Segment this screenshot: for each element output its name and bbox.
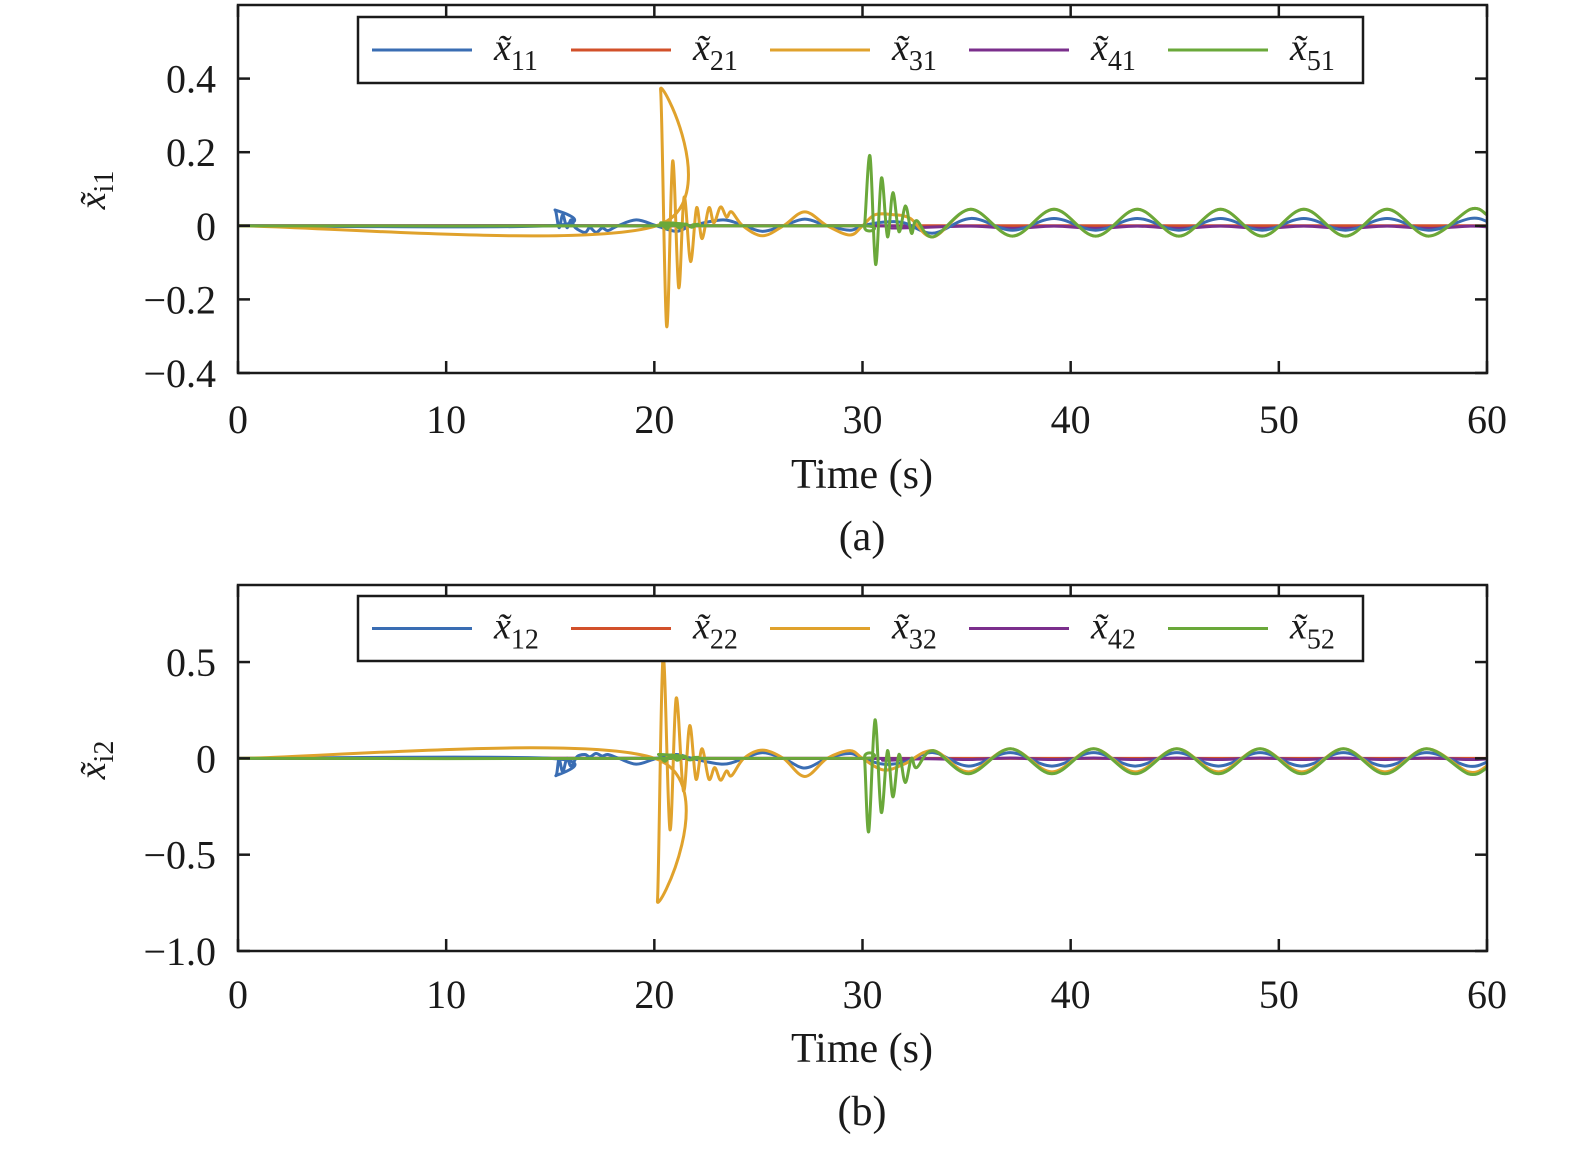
legend-label-subscript: 41 xyxy=(1108,46,1136,77)
legend-label-symbol: x̃ xyxy=(692,27,712,69)
x-tick-label: 40 xyxy=(1051,972,1091,1017)
legend-label-symbol: x̃ xyxy=(891,27,911,69)
legend-label-symbol: x̃ xyxy=(1090,27,1110,69)
y-tick-label: 0.5 xyxy=(166,640,216,685)
x-tick-label: 10 xyxy=(426,972,466,1017)
legend-entry-x51: x̃51 xyxy=(1168,27,1335,77)
y-axis-label: x̃i2 xyxy=(72,741,120,781)
legend-label: x̃41 xyxy=(1090,27,1136,77)
legend-label-subscript: 52 xyxy=(1307,625,1335,656)
legend-entry-x12: x̃12 xyxy=(372,606,539,656)
legend-entry-x42: x̃42 xyxy=(969,606,1136,656)
legend-label: x̃32 xyxy=(891,606,937,656)
x-tick-label: 30 xyxy=(843,397,883,442)
legend: x̃12 x̃22 x̃32 x̃42 x̃52 xyxy=(356,594,1365,663)
x-tick-label: 20 xyxy=(634,397,674,442)
legend-label-symbol: x̃ xyxy=(1289,606,1309,648)
legend-label-subscript: 21 xyxy=(710,46,738,77)
x-tick-label: 0 xyxy=(228,972,248,1017)
y-tick-label: −1.0 xyxy=(143,929,216,974)
legend-label-subscript: 31 xyxy=(909,46,937,77)
series-line-x51 xyxy=(237,154,1488,266)
series-line-x12 xyxy=(237,751,1488,778)
panel-caption: (a) xyxy=(839,514,886,560)
y-axis-label-subscript: i2 xyxy=(89,741,120,763)
x-axis-label: Time (s) xyxy=(791,452,933,498)
legend-label-subscript: 12 xyxy=(511,625,539,656)
legend-label-subscript: 42 xyxy=(1108,625,1136,656)
series-line-x32 xyxy=(237,655,1488,904)
y-tick-label: 0.2 xyxy=(166,130,216,175)
y-tick-label: 0 xyxy=(196,204,216,249)
legend-label: x̃11 xyxy=(493,27,538,77)
chart-panel-a: 0 10 20 30 40 50 60 0.4 0.2 0 −0.2 −0.4 Time (s) (a) x… xyxy=(72,3,1507,560)
legend-entry-x32: x̃32 xyxy=(770,606,937,656)
y-axis-label: x̃i1 xyxy=(72,171,120,211)
legend-label-symbol: x̃ xyxy=(1289,27,1309,69)
legend-label: x̃21 xyxy=(692,27,738,77)
series-line-x11 xyxy=(237,208,1488,235)
legend-label: x̃31 xyxy=(891,27,937,77)
x-tick-label: 0 xyxy=(228,397,248,442)
legend-entry-x21: x̃21 xyxy=(571,27,738,77)
x-axis-label: Time (s) xyxy=(791,1026,933,1072)
legend-entry-x41: x̃41 xyxy=(969,27,1136,77)
legend-label-subscript: 32 xyxy=(909,625,937,656)
y-tick-label: 0 xyxy=(196,736,216,781)
series-line-x41 xyxy=(237,224,1488,230)
x-tick-label: 50 xyxy=(1259,972,1299,1017)
legend-entry-x31: x̃31 xyxy=(770,27,937,77)
y-axis-label-symbol: x̃ xyxy=(72,761,114,781)
series-line-x31 xyxy=(237,86,1488,328)
x-tick-label: 60 xyxy=(1467,972,1507,1017)
legend-entry-x22: x̃22 xyxy=(571,606,738,656)
legend-label-symbol: x̃ xyxy=(891,606,911,648)
legend-label: x̃22 xyxy=(692,606,738,656)
legend-label: x̃51 xyxy=(1289,27,1335,77)
legend-label: x̃52 xyxy=(1289,606,1335,656)
x-tick-label: 40 xyxy=(1051,397,1091,442)
x-tick-label: 10 xyxy=(426,397,466,442)
legend-label-symbol: x̃ xyxy=(493,606,513,648)
legend-label-subscript: 11 xyxy=(511,46,538,77)
series-line-x52 xyxy=(237,718,1488,834)
legend-entry-x11: x̃11 xyxy=(372,27,538,77)
legend-entry-x52: x̃52 xyxy=(1168,606,1335,656)
legend: x̃11 x̃21 x̃31 x̃41 x̃51 xyxy=(356,15,1365,85)
series-group xyxy=(237,655,1488,904)
legend-label: x̃12 xyxy=(493,606,539,656)
legend-label-symbol: x̃ xyxy=(1090,606,1110,648)
legend-label-subscript: 22 xyxy=(710,625,738,656)
x-tick-label: 50 xyxy=(1259,397,1299,442)
y-axis-label-subscript: i1 xyxy=(89,171,120,193)
y-tick-label: −0.2 xyxy=(143,277,216,322)
legend-label-symbol: x̃ xyxy=(692,606,712,648)
x-tick-label: 60 xyxy=(1467,397,1507,442)
legend-label-subscript: 51 xyxy=(1307,46,1335,77)
legend-label: x̃42 xyxy=(1090,606,1136,656)
panel-caption: (b) xyxy=(838,1089,887,1135)
y-axis-label-symbol: x̃ xyxy=(72,191,114,211)
x-tick-label: 20 xyxy=(634,972,674,1017)
series-group xyxy=(237,86,1488,328)
y-tick-label: −0.5 xyxy=(143,833,216,878)
y-tick-label: 0.4 xyxy=(166,57,216,102)
y-tick-label: −0.4 xyxy=(143,351,216,396)
x-tick-label: 30 xyxy=(843,972,883,1017)
legend-label-symbol: x̃ xyxy=(493,27,513,69)
